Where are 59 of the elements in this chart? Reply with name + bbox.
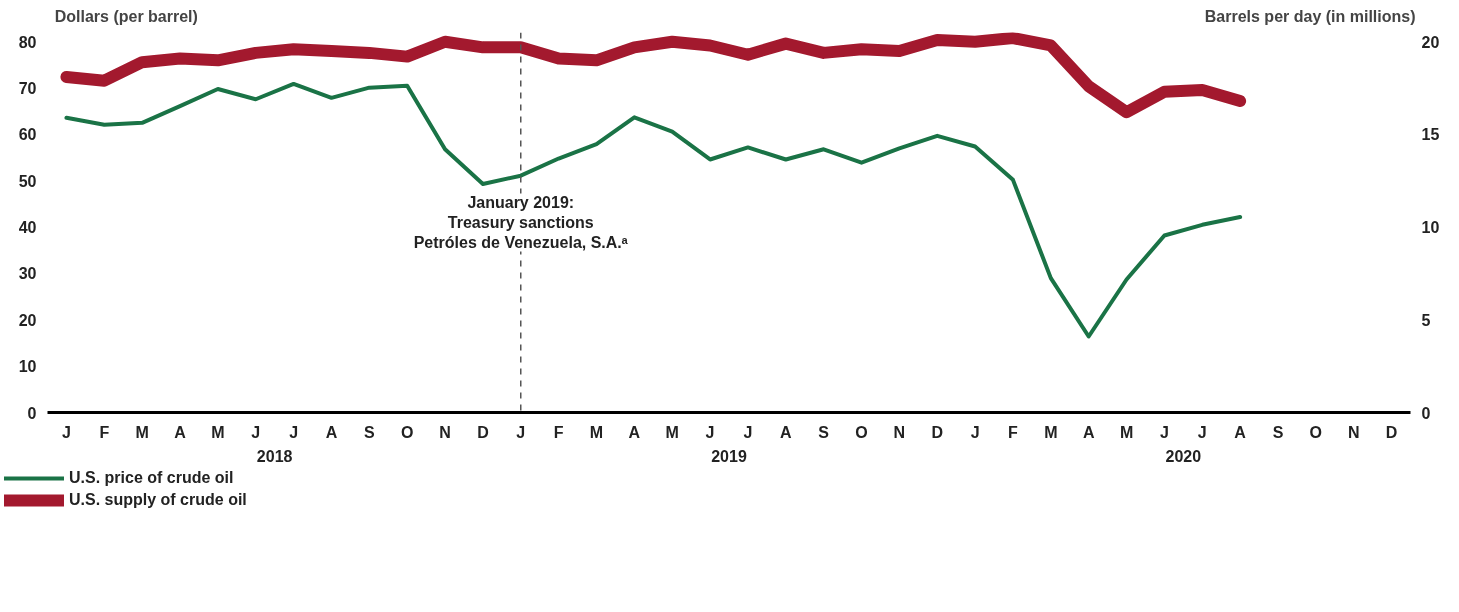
x-tick-label: O [1309, 423, 1323, 441]
x-tick-label: D [1385, 423, 1398, 441]
y-tick-label: 10 [18, 358, 37, 376]
y2-tick-label: 5 [1421, 311, 1431, 329]
text: 2018 [256, 447, 293, 465]
y-tick-label: 80 [18, 33, 37, 51]
y-tick-label: 50 [18, 172, 37, 190]
x-tick-label: F [1008, 423, 1019, 441]
x-tick-label: D [931, 423, 944, 441]
y2-tick-label: 10 [1421, 219, 1440, 237]
y-tick-label: 40 [18, 219, 37, 237]
y2-axis-title: Barrels per day (in millions) [1204, 7, 1416, 25]
x-tick-label: S [818, 423, 830, 441]
x-tick-label: A [325, 423, 338, 441]
x-tick-label: J [516, 423, 526, 441]
y-tick-label: 60 [18, 126, 37, 144]
x-tick-label: F [553, 423, 564, 441]
x-tick-label: S [363, 423, 375, 441]
x-tick-label: J [743, 423, 753, 441]
x-tick-label: A [628, 423, 641, 441]
x-tick-label: M [1119, 423, 1134, 441]
x-tick-label: A [1234, 423, 1247, 441]
x-tick-label: M [211, 423, 225, 441]
x-tick-label: J [61, 423, 71, 441]
x-tick-label: J [289, 423, 299, 441]
y-tick-label: 20 [18, 311, 37, 329]
x-tick-label: J [970, 423, 980, 441]
x-tick-label: M [589, 423, 604, 441]
x-tick-label: N [1347, 423, 1360, 441]
y2-tick-label: 15 [1421, 126, 1440, 144]
line-series [64, 81, 1243, 339]
y2-tick-label: 20 [1421, 33, 1440, 51]
x-tick-label: O [400, 423, 414, 441]
x-tick-label: J [1159, 423, 1169, 441]
y2-tick-label: 0 [1421, 404, 1431, 422]
x-tick-label: A [174, 423, 187, 441]
text: 2019 [711, 447, 747, 465]
y-tick-label: 70 [18, 80, 37, 98]
legend-label: U.S. supply of crude oil [69, 491, 247, 509]
text: 2020 [1165, 447, 1202, 465]
x-tick-label: N [439, 423, 451, 441]
x-tick-label: J [1197, 423, 1207, 441]
x-tick-label: S [1272, 423, 1284, 441]
legend-label: U.S. price of crude oil [69, 469, 234, 487]
x-tick-label: M [1044, 423, 1058, 441]
y-tick-label: 30 [18, 265, 37, 283]
x-tick-label: A [780, 423, 793, 441]
x-tick-label: J [251, 423, 261, 441]
x-tick-label: A [1082, 423, 1095, 441]
annotation: January 2019: Treasury sanctions Petróles de Venezuela, S.A.ᵃ [413, 193, 628, 252]
y-axis-title: Dollars (per barrel) [54, 7, 198, 25]
y-tick-label: 0 [27, 404, 37, 422]
x-tick-label: F [99, 423, 110, 441]
x-tick-label: O [855, 423, 868, 441]
x-tick-label: M [665, 423, 679, 441]
x-tick-label: M [135, 423, 149, 441]
x-tick-label: J [705, 423, 715, 441]
x-tick-label: N [893, 423, 906, 441]
x-tick-label: D [477, 423, 489, 441]
